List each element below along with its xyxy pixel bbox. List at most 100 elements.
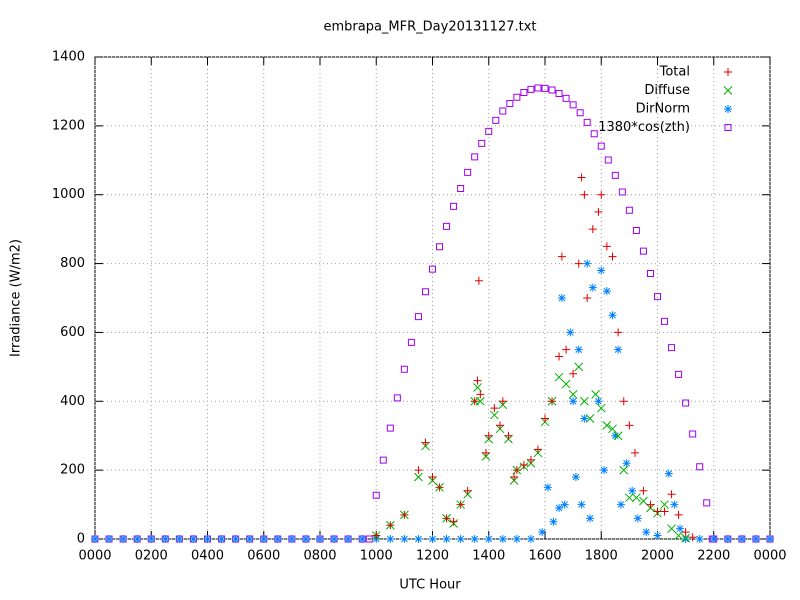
data-point: [614, 328, 623, 337]
data-point: [555, 504, 564, 513]
data-point: [600, 466, 609, 475]
data-point: [538, 528, 547, 537]
data-point: [316, 535, 324, 543]
data-point: [473, 383, 482, 392]
data-point: [464, 168, 472, 176]
data-point: [274, 535, 282, 543]
y-tick-label: 600: [60, 325, 85, 340]
data-point: [510, 473, 519, 482]
data-point: [568, 390, 578, 399]
data-point: [513, 93, 521, 101]
data-point: [709, 535, 718, 543]
data-point: [443, 222, 451, 230]
data-point: [476, 390, 485, 399]
data-point: [583, 294, 592, 302]
data-point: [766, 535, 774, 543]
data-point: [442, 514, 451, 523]
data-point: [646, 500, 655, 509]
data-point: [681, 528, 690, 537]
data-point: [450, 202, 458, 210]
data-point: [639, 486, 648, 495]
data-point: [490, 410, 499, 420]
data-point: [571, 473, 580, 482]
data-point: [682, 399, 690, 407]
y-tick-label: 200: [60, 463, 85, 478]
data-point: [594, 397, 603, 406]
data-point: [330, 535, 339, 543]
data-point: [602, 242, 611, 251]
data-point: [577, 500, 586, 509]
data-point: [428, 535, 437, 543]
data-point: [147, 535, 156, 543]
data-point: [569, 101, 577, 109]
data-point: [442, 535, 451, 543]
x-tick-label: 1000: [360, 549, 393, 564]
data-point: [586, 514, 594, 523]
x-tick-label: 1200: [416, 549, 449, 564]
data-point: [372, 531, 381, 540]
data-point: [562, 345, 571, 354]
data-point: [633, 514, 642, 523]
data-point: [161, 535, 170, 543]
data-point: [133, 535, 141, 543]
data-point: [456, 535, 465, 543]
data-point: [473, 376, 482, 385]
data-point: [661, 317, 669, 325]
y-tick-label: 400: [60, 394, 85, 409]
data-point: [737, 535, 746, 543]
data-point: [681, 533, 690, 543]
data-point: [597, 266, 606, 275]
x-tick-label: 0000: [78, 549, 111, 564]
data-point: [695, 535, 704, 543]
data-point: [400, 535, 409, 543]
x-tick-label: 0600: [247, 549, 280, 564]
data-point: [273, 535, 282, 543]
data-point: [393, 394, 401, 402]
data-point: [386, 535, 395, 543]
data-point: [457, 185, 465, 193]
data-point: [520, 88, 528, 96]
data-point: [625, 493, 634, 503]
data-point: [591, 390, 600, 399]
data-point: [554, 372, 564, 382]
data-point: [301, 535, 310, 543]
data-point: [703, 499, 711, 507]
data-point: [668, 344, 676, 352]
data-point: [646, 270, 654, 278]
y-tick-label: 0: [77, 532, 85, 547]
data-point: [463, 486, 472, 495]
data-point: [667, 524, 676, 534]
x-tick-label: 1400: [472, 549, 505, 564]
data-point: [478, 139, 486, 147]
data-point: [133, 535, 142, 543]
data-point: [496, 421, 504, 430]
data-point: [580, 190, 589, 199]
data-point: [91, 535, 99, 543]
data-point: [358, 535, 367, 543]
data-point: [574, 345, 583, 354]
y-tick-label: 1400: [52, 50, 85, 65]
data-point: [490, 404, 499, 413]
data-point: [560, 500, 569, 509]
data-point: [608, 311, 617, 320]
data-point: [618, 188, 626, 196]
data-point: [119, 535, 128, 543]
data-point: [580, 414, 589, 423]
data-point: [386, 521, 395, 530]
data-point: [577, 173, 586, 182]
data-point: [574, 362, 584, 372]
data-point: [175, 535, 184, 543]
legend-label: Total: [659, 65, 690, 80]
data-point: [161, 535, 169, 543]
data-point: [414, 313, 422, 321]
data-point: [751, 535, 760, 543]
data-point: [653, 507, 662, 516]
data-point: [585, 414, 595, 423]
data-point: [534, 84, 542, 92]
data-point: [470, 535, 479, 543]
data-point: [358, 535, 366, 543]
data-point: [596, 403, 606, 413]
y-tick-label: 1200: [52, 118, 85, 133]
data-point: [723, 535, 732, 543]
